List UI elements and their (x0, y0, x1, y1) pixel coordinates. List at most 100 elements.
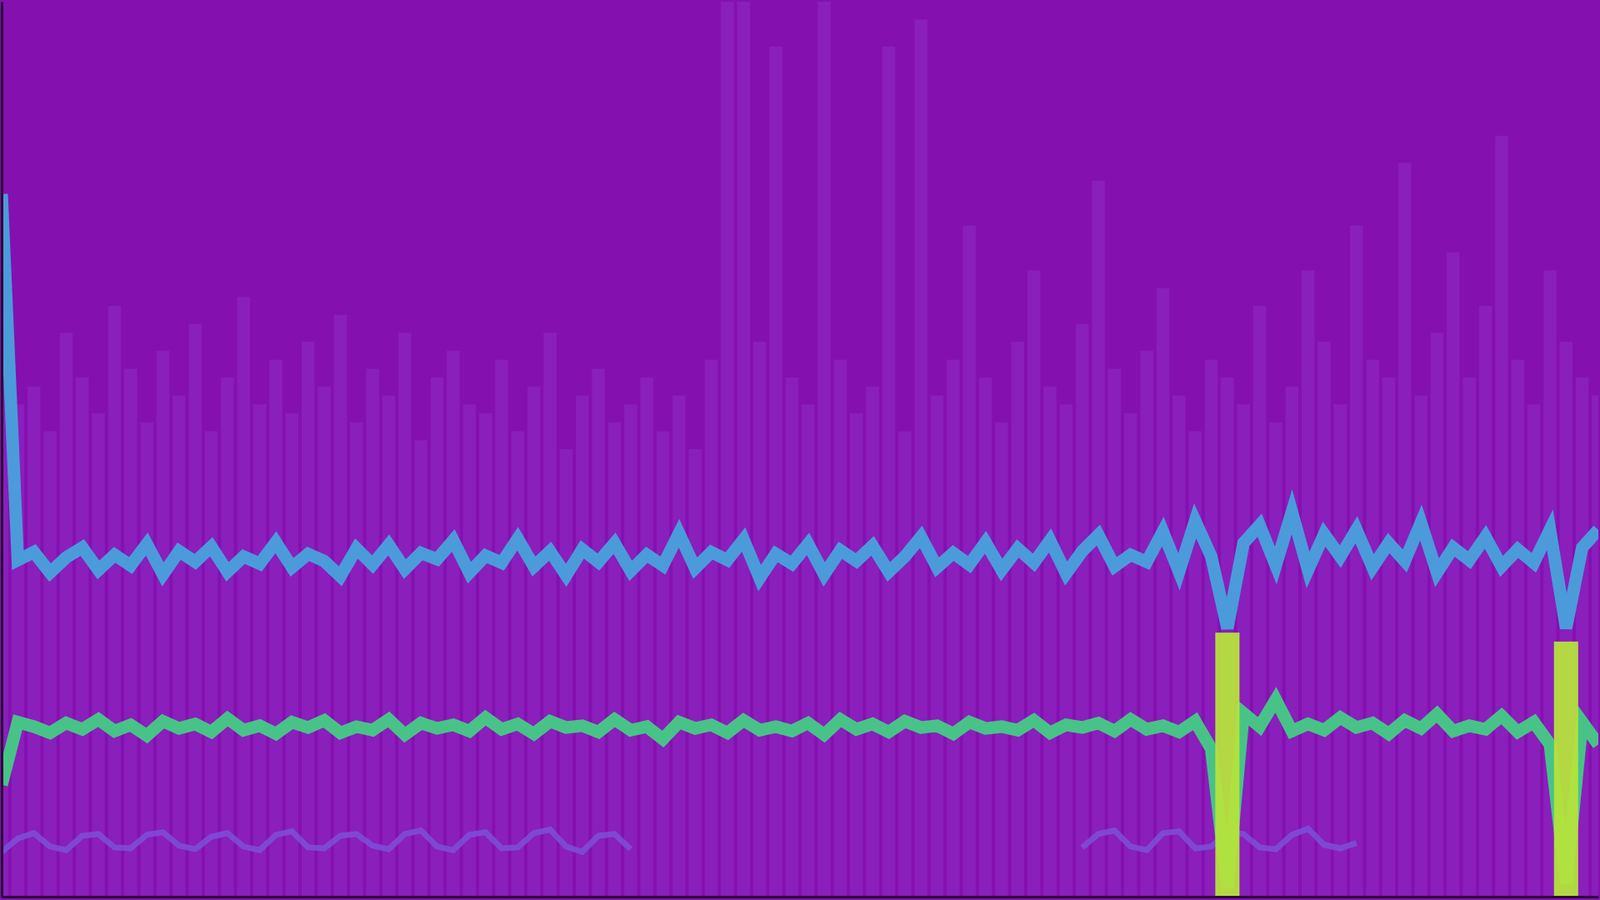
bar (1414, 395, 1427, 897)
line (1, 700, 1599, 889)
bar (1060, 404, 1073, 897)
bar (446, 350, 460, 897)
bar (1108, 368, 1121, 897)
bar (865, 386, 879, 897)
bar (269, 360, 282, 897)
bar (1495, 135, 1508, 897)
plot-area (1, 1, 1599, 897)
bar (253, 404, 266, 897)
bar (511, 431, 525, 897)
bar (156, 350, 170, 897)
bar (672, 395, 685, 897)
bar (640, 377, 653, 897)
bar (334, 315, 347, 897)
bar (1317, 341, 1330, 897)
bar (1075, 324, 1089, 897)
background-bars (1, 1, 1599, 897)
bar (382, 395, 395, 897)
bar (1365, 360, 1379, 897)
bar (1479, 305, 1492, 897)
bar (1398, 162, 1411, 897)
bar (688, 449, 701, 897)
bar (495, 360, 508, 897)
bar (237, 296, 250, 897)
bar (1430, 332, 1444, 897)
bar (1527, 404, 1540, 897)
bar (1253, 305, 1266, 897)
bar (124, 368, 137, 897)
bar (850, 413, 863, 897)
bar (479, 413, 492, 897)
axis-line (0, 2, 4, 898)
bar (189, 324, 202, 897)
bar (1334, 404, 1347, 897)
bar (995, 422, 1008, 897)
bar (543, 332, 556, 897)
bar (1462, 377, 1475, 897)
bar (140, 422, 153, 897)
bar (398, 332, 411, 897)
bar (1591, 395, 1599, 897)
bar (43, 431, 56, 897)
bar (801, 404, 815, 897)
bar (285, 413, 299, 897)
line (1, 828, 1357, 852)
bar (1510, 360, 1524, 897)
bar (108, 305, 121, 897)
bar (27, 386, 40, 897)
bar (172, 395, 185, 897)
bar (1215, 632, 1240, 897)
bar (1350, 225, 1363, 898)
bar (1188, 431, 1201, 897)
bar (1043, 386, 1056, 897)
chart-container (0, 0, 1600, 900)
bar (1382, 377, 1395, 897)
line (1, 194, 1599, 629)
bar (720, 1, 734, 897)
bar (75, 377, 89, 897)
bar (705, 360, 718, 897)
bar (769, 46, 782, 897)
bar (753, 341, 766, 897)
bar (1027, 270, 1040, 897)
bar (220, 377, 234, 897)
bar (785, 377, 799, 897)
bar (575, 395, 589, 897)
bar (527, 386, 540, 897)
chart-svg (0, 0, 1600, 900)
bar (591, 368, 605, 897)
bar (898, 431, 911, 897)
bar (1156, 288, 1170, 897)
bar (1172, 395, 1185, 897)
bar (1011, 341, 1025, 897)
bar (1124, 413, 1137, 897)
bar (914, 19, 927, 897)
bar (560, 449, 573, 897)
bar (834, 360, 847, 897)
bar (1269, 422, 1282, 897)
bar (430, 377, 444, 897)
bar (882, 46, 895, 897)
bar (656, 431, 670, 897)
bar (365, 368, 379, 897)
bar (817, 1, 830, 897)
axis-line (2, 895, 1600, 899)
bar (350, 422, 363, 897)
bar (737, 1, 750, 897)
bar (301, 341, 315, 897)
bar (930, 395, 944, 897)
x-axis (2, 896, 1600, 898)
spike-bars (1215, 632, 1578, 897)
bar (946, 360, 960, 897)
bar (1446, 252, 1460, 897)
bar (979, 377, 992, 897)
bar (463, 404, 476, 897)
y-axis (1, 2, 3, 898)
bar (317, 386, 330, 897)
background (0, 0, 1600, 900)
bar (1140, 350, 1153, 897)
bar (91, 413, 105, 897)
bar (60, 332, 73, 897)
bar (1554, 641, 1579, 897)
bar (1285, 386, 1299, 897)
